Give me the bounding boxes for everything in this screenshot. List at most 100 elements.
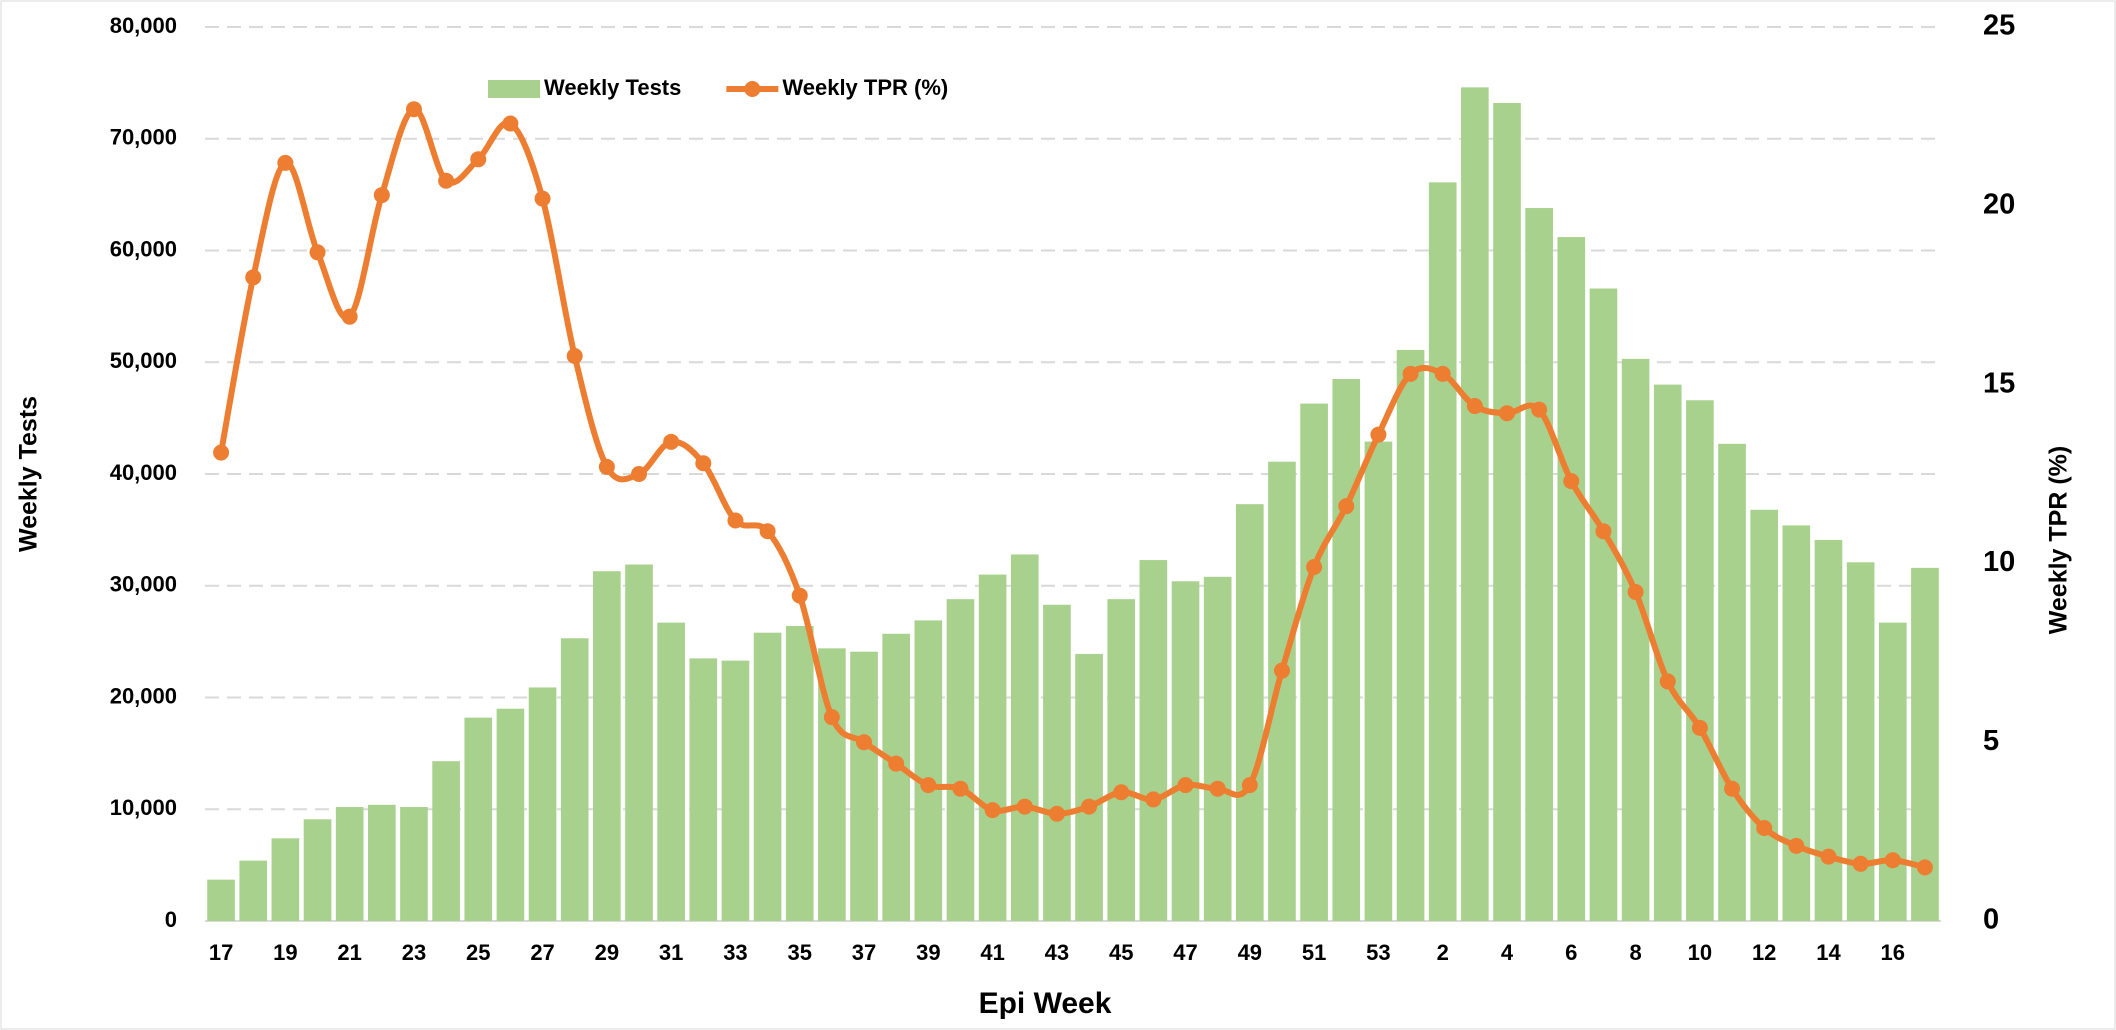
x-tick-label: 4 — [1501, 940, 1514, 965]
x-tick-label: 41 — [980, 940, 1004, 965]
line-marker — [1531, 401, 1548, 418]
line-marker — [1852, 855, 1869, 872]
bar — [1525, 208, 1553, 921]
x-tick-label: 39 — [916, 940, 940, 965]
line-marker — [1081, 798, 1098, 815]
line-marker — [1016, 798, 1033, 815]
x-tick-label: 21 — [337, 940, 361, 965]
y-tick-label: 80,000 — [110, 13, 177, 38]
bar — [625, 564, 653, 921]
line-marker — [1659, 673, 1676, 690]
line-marker — [1048, 805, 1065, 822]
bar — [1139, 560, 1168, 921]
bar — [850, 651, 878, 921]
y-tick-label: 70,000 — [110, 125, 177, 150]
y-tick-label: 20,000 — [110, 683, 177, 708]
bar — [657, 622, 685, 921]
line-marker — [1563, 473, 1580, 490]
line-marker — [1209, 780, 1226, 797]
y-tick-label: 60,000 — [110, 236, 177, 261]
x-tick-label: 27 — [530, 940, 554, 965]
x-tick-label: 17 — [209, 940, 233, 965]
legend-swatch — [744, 81, 761, 97]
bar — [1268, 461, 1296, 921]
bar — [721, 660, 750, 921]
line-marker — [1241, 777, 1258, 794]
x-tick-label: 33 — [723, 940, 747, 965]
bar — [1782, 525, 1811, 921]
legend-swatch — [488, 80, 540, 98]
x-tick-label: 23 — [402, 940, 426, 965]
x-tick-label: 45 — [1109, 940, 1133, 965]
line-marker — [1466, 398, 1483, 415]
bar — [1493, 102, 1521, 922]
line-marker — [1177, 777, 1194, 794]
bar — [464, 717, 493, 921]
bar — [1621, 358, 1650, 922]
line-marker — [663, 433, 680, 450]
x-tick-label: 51 — [1302, 940, 1326, 965]
bar — [1235, 504, 1264, 921]
bar — [335, 807, 364, 921]
line-marker — [373, 187, 390, 204]
y-axis-title: Weekly Tests — [15, 396, 43, 552]
bar — [946, 599, 975, 921]
bar — [367, 804, 396, 921]
bar — [785, 625, 814, 921]
x-tick-label: 14 — [1816, 940, 1841, 965]
y2-tick-label: 25 — [1983, 10, 2015, 42]
x-tick-label: 25 — [466, 940, 490, 965]
x-tick-label: 2 — [1437, 940, 1449, 965]
line-marker — [695, 455, 712, 472]
bar — [914, 620, 943, 921]
bar — [1878, 622, 1907, 921]
y2-tick-label: 0 — [1983, 904, 1999, 936]
bar — [882, 633, 911, 921]
line-marker — [470, 151, 487, 168]
line-marker — [1499, 405, 1515, 422]
y2-tick-label: 10 — [1983, 546, 2015, 578]
bar — [560, 638, 589, 921]
line-marker — [1884, 852, 1901, 869]
x-tick-label: 37 — [852, 940, 876, 965]
line-marker — [245, 269, 262, 286]
bar — [1107, 599, 1136, 921]
line-marker — [759, 523, 776, 540]
legend-label: Weekly Tests — [544, 75, 681, 100]
line-marker — [598, 458, 615, 475]
x-tick-label: 49 — [1238, 940, 1262, 965]
x-tick-label: 31 — [659, 940, 683, 965]
y-tick-label: 0 — [165, 907, 177, 932]
bar — [207, 879, 235, 921]
line-marker — [534, 190, 551, 207]
bar — [1589, 288, 1618, 921]
line-marker — [1434, 365, 1451, 382]
line-marker — [1338, 498, 1355, 515]
bar — [1750, 509, 1779, 921]
line-marker — [984, 802, 1001, 819]
x-tick-label: 53 — [1366, 940, 1390, 965]
x-tick-label: 19 — [273, 940, 297, 965]
line-marker — [1627, 584, 1644, 601]
line-marker — [823, 709, 840, 726]
line-marker — [438, 172, 455, 189]
bar — [1043, 604, 1071, 921]
bar — [1010, 554, 1039, 921]
y2-tick-label: 20 — [1983, 188, 2015, 220]
line-marker — [277, 154, 294, 171]
line-marker — [920, 777, 937, 794]
line-marker — [1273, 662, 1290, 679]
bar — [978, 574, 1007, 921]
y-tick-label: 10,000 — [110, 795, 177, 820]
line-marker — [1691, 719, 1708, 736]
line-marker — [1402, 365, 1419, 382]
bar — [1686, 400, 1714, 921]
legend-label: Weekly TPR (%) — [782, 75, 948, 100]
line-marker — [791, 587, 808, 604]
bar — [1075, 653, 1103, 921]
bar — [1300, 403, 1328, 921]
line-marker — [952, 780, 969, 797]
line-marker — [631, 466, 647, 482]
bar — [1396, 349, 1425, 921]
